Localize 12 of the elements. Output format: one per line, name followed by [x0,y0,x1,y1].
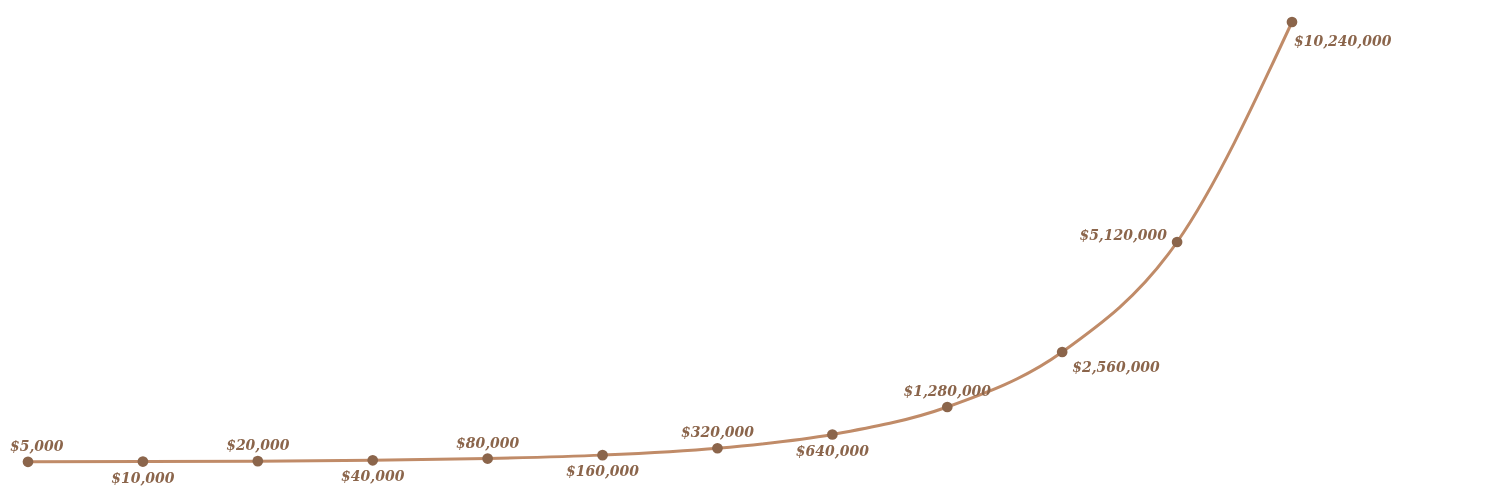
data-label: $1,280,000 [903,383,992,399]
data-label: $640,000 [795,442,870,459]
data-label: $160,000 [566,463,640,480]
data-label: $320,000 [680,424,755,441]
data-label: $10,240,000 [1294,33,1392,49]
data-label: $5,120,000 [1079,227,1168,243]
data-label: $20,000 [226,437,290,454]
data-label: $40,000 [341,468,405,485]
data-label: $10,000 [111,469,175,486]
data-label: $80,000 [455,434,520,451]
data-label: $2,560,000 [1072,359,1161,375]
data-label: $5,000 [10,437,64,454]
